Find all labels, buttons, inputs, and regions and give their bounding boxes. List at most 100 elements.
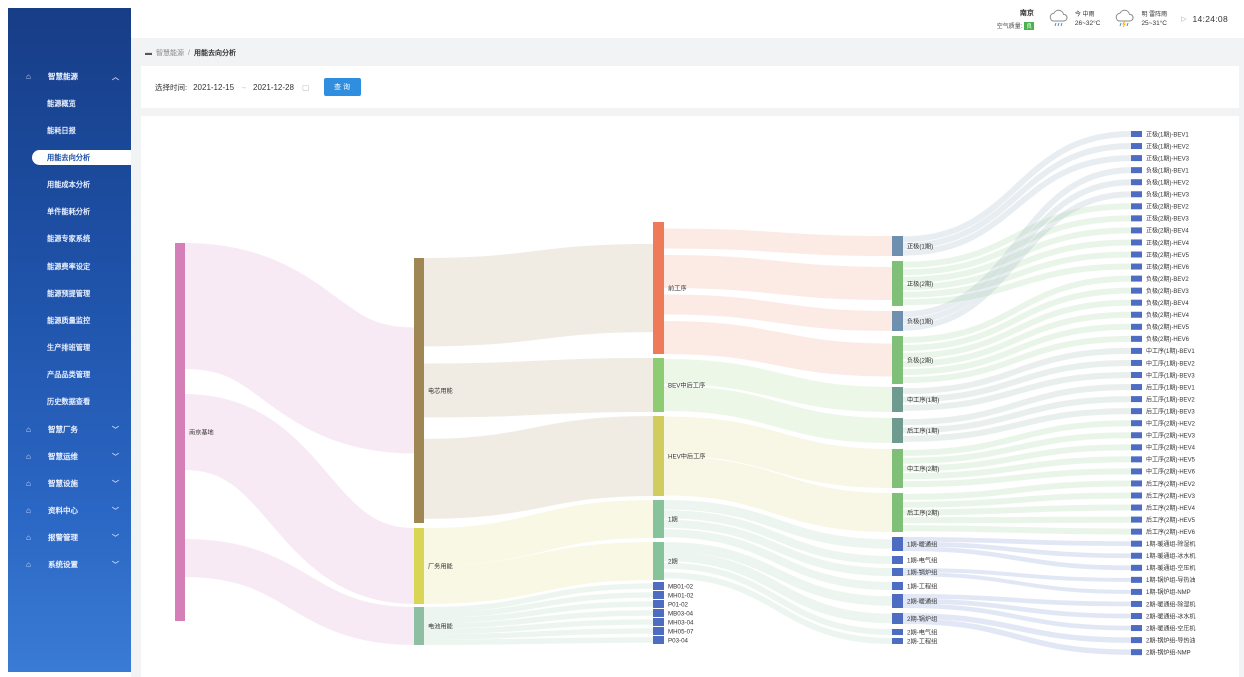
- sankey-link[interactable]: [902, 179, 1132, 324]
- sankey-link[interactable]: [902, 143, 1132, 249]
- sankey-node[interactable]: [653, 542, 664, 580]
- menu-group-4[interactable]: ⌂ 报警管理 ﹀: [8, 524, 131, 551]
- menu-group-2[interactable]: ⌂ 智慧设施 ﹀: [8, 470, 131, 497]
- sankey-link[interactable]: [663, 500, 893, 549]
- sankey-node[interactable]: [892, 582, 903, 590]
- sankey-node[interactable]: [1131, 143, 1142, 150]
- sankey-node[interactable]: [414, 258, 424, 523]
- sidebar-item-2[interactable]: 用能去向分析: [32, 150, 131, 166]
- sankey-node[interactable]: [1131, 275, 1142, 282]
- sankey-node[interactable]: [892, 449, 903, 488]
- sankey-link[interactable]: [663, 510, 893, 564]
- sankey-link[interactable]: [423, 583, 654, 613]
- sankey-link[interactable]: [902, 372, 1132, 411]
- sankey-link[interactable]: [663, 456, 893, 532]
- sankey-link[interactable]: [663, 228, 893, 256]
- sankey-link[interactable]: [902, 227, 1132, 283]
- sankey-node[interactable]: [892, 336, 903, 384]
- sankey-link[interactable]: [663, 359, 893, 412]
- sankey-link[interactable]: [902, 251, 1132, 298]
- sankey-node[interactable]: [1131, 504, 1142, 511]
- breadcrumb-root[interactable]: 智慧能源: [156, 50, 184, 57]
- sankey-link[interactable]: [902, 155, 1132, 256]
- sankey-node[interactable]: [1131, 625, 1142, 632]
- sidebar-item-7[interactable]: 能源预提管理: [47, 288, 91, 298]
- sankey-node[interactable]: [1131, 384, 1142, 391]
- sidebar-item-5[interactable]: 能源专家系统: [47, 234, 91, 244]
- sankey-node[interactable]: [1131, 432, 1142, 439]
- sidebar-item-6[interactable]: 能源费率设定: [47, 261, 91, 271]
- sankey-link[interactable]: [663, 321, 893, 377]
- sankey-node[interactable]: [1131, 227, 1142, 234]
- sankey-link[interactable]: [423, 619, 654, 635]
- sankey-link[interactable]: [902, 516, 1132, 524]
- sankey-link[interactable]: [902, 468, 1132, 488]
- menu-group-0[interactable]: ⌂ 智慧厂务 ﹀: [8, 416, 131, 443]
- sankey-link[interactable]: [663, 562, 893, 635]
- sidebar-item-1[interactable]: 能耗日报: [47, 125, 76, 135]
- sankey-link[interactable]: [902, 492, 1132, 508]
- sidebar-item-8[interactable]: 能源质量监控: [47, 315, 91, 325]
- sankey-link[interactable]: [902, 203, 1132, 268]
- sankey-link[interactable]: [902, 432, 1132, 464]
- sankey-link[interactable]: [423, 601, 654, 624]
- sankey-node[interactable]: [1131, 215, 1142, 222]
- sankey-link[interactable]: [902, 311, 1132, 367]
- sankey-node[interactable]: [414, 528, 424, 604]
- sankey-node[interactable]: [1131, 408, 1142, 415]
- sankey-link[interactable]: [902, 239, 1132, 291]
- sankey-node[interactable]: [653, 591, 664, 599]
- sankey-node[interactable]: [1131, 287, 1142, 294]
- sankey-node[interactable]: [653, 600, 664, 608]
- sankey-link[interactable]: [663, 416, 893, 488]
- sankey-node[interactable]: [892, 568, 903, 576]
- sankey-node[interactable]: [1131, 564, 1142, 571]
- sankey-node[interactable]: [1131, 155, 1142, 162]
- sankey-node[interactable]: [1131, 552, 1142, 559]
- menu-group-smart-energy[interactable]: ⌂ 智慧能源 ︿: [8, 63, 131, 90]
- query-button[interactable]: 查 询: [323, 78, 361, 96]
- sankey-node[interactable]: [892, 556, 903, 564]
- sankey-link[interactable]: [184, 539, 415, 645]
- sankey-link[interactable]: [902, 420, 1132, 456]
- sankey-node[interactable]: [1131, 528, 1142, 535]
- sankey-node[interactable]: [1131, 637, 1142, 644]
- sankey-node[interactable]: [1131, 492, 1142, 499]
- sankey-node[interactable]: [1131, 444, 1142, 451]
- sankey-node[interactable]: [1131, 420, 1142, 427]
- sankey-node[interactable]: [1131, 179, 1142, 186]
- sankey-link[interactable]: [183, 394, 416, 604]
- sankey-link[interactable]: [902, 215, 1132, 276]
- sankey-link[interactable]: [902, 191, 1132, 331]
- sankey-link[interactable]: [663, 386, 893, 443]
- sankey-node[interactable]: [1131, 540, 1142, 547]
- sidebar-item-11[interactable]: 历史数据查看: [47, 397, 91, 407]
- sankey-link[interactable]: [423, 500, 654, 566]
- sankey-node[interactable]: [1131, 613, 1142, 619]
- sankey-link[interactable]: [423, 358, 654, 418]
- sankey-link[interactable]: [423, 592, 654, 618]
- sankey-node[interactable]: [1131, 649, 1142, 656]
- sankey-node[interactable]: [1131, 263, 1142, 270]
- sankey-node[interactable]: [1131, 396, 1142, 403]
- sankey-link[interactable]: [902, 504, 1132, 516]
- sankey-node[interactable]: [653, 582, 664, 590]
- date-range-picker[interactable]: 2021-12-15 → 2021-12-28 ▢: [193, 83, 309, 92]
- sankey-node[interactable]: [175, 243, 185, 621]
- sankey-node[interactable]: [1131, 588, 1142, 595]
- sankey-link[interactable]: [902, 287, 1132, 351]
- sankey-link[interactable]: [663, 572, 893, 644]
- sankey-link[interactable]: [902, 572, 1132, 594]
- sankey-link[interactable]: [423, 243, 654, 347]
- sankey-link[interactable]: [902, 456, 1132, 480]
- sankey-node[interactable]: [1131, 323, 1142, 330]
- end-date[interactable]: 2021-12-28: [253, 82, 294, 92]
- sankey-link[interactable]: [663, 294, 893, 331]
- sankey-link[interactable]: [902, 263, 1132, 306]
- sankey-node[interactable]: [1131, 203, 1142, 210]
- sankey-link[interactable]: [663, 255, 893, 300]
- sankey-node[interactable]: [1131, 167, 1142, 174]
- sankey-link[interactable]: [423, 610, 654, 629]
- sankey-link[interactable]: [902, 480, 1132, 500]
- sankey-node[interactable]: [653, 416, 664, 496]
